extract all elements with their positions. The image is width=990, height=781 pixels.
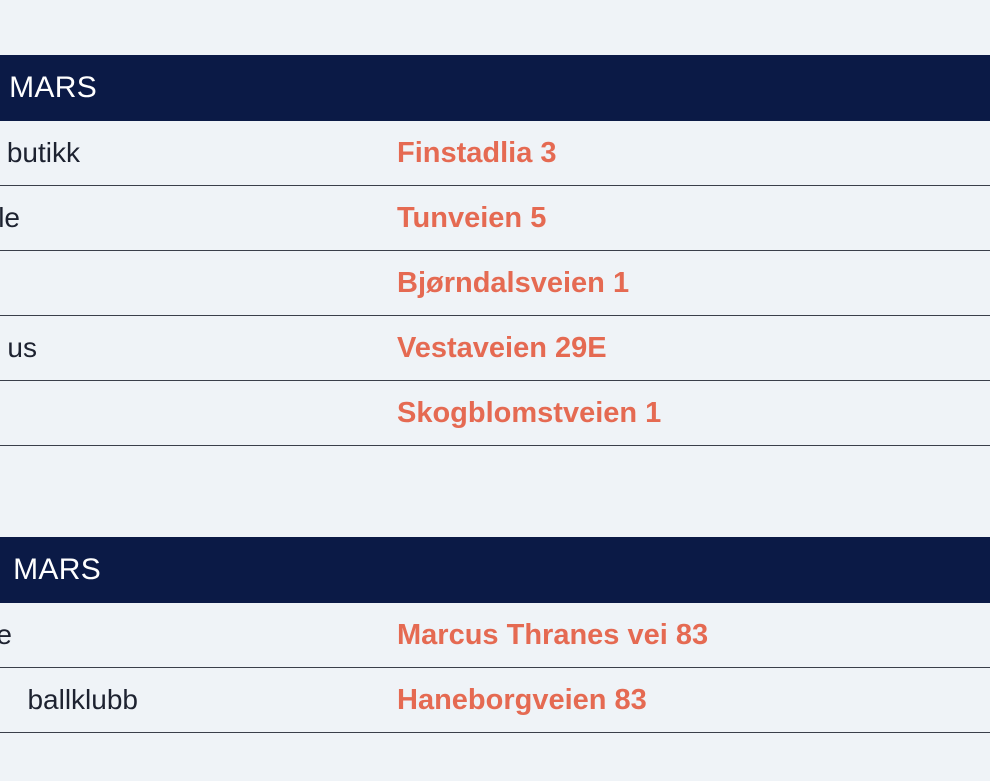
table-row: e Marcus Thranes vei 83 [0,603,990,668]
location-name: butikk [6,137,80,168]
table-row: us Vestaveien 29E [0,316,990,381]
table-row: butikk Finstadlia 3 [0,121,990,186]
section-date-title: MARS [13,553,101,586]
location-name: le [0,202,20,233]
address-link[interactable]: Bjørndalsveien 1 [397,267,630,299]
table-row: Bjørndalsveien 1 [0,251,990,316]
address-link[interactable]: Finstadlia 3 [397,137,557,169]
table-row: Skogblomstveien 1 [0,381,990,446]
location-name: e [0,603,12,667]
location-name: us [7,332,37,363]
section-header: MARS [0,55,990,121]
table-row: ballklubb Haneborgveien 83 [0,668,990,733]
address-link[interactable]: Marcus Thranes vei 83 [397,619,709,651]
date-section-2: MARS e Marcus Thranes vei 83 ballklubb H… [0,537,990,733]
address-link[interactable]: Vestaveien 29E [397,332,607,364]
date-section-1: MARS butikk Finstadlia 3 le Tunveien 5 B… [0,55,990,446]
address-link[interactable]: Haneborgveien 83 [397,684,647,716]
section-header: MARS [0,537,990,603]
table-row: le Tunveien 5 [0,186,990,251]
address-link[interactable]: Skogblomstveien 1 [397,397,662,429]
section-date-title: MARS [9,71,97,104]
location-name: ballklubb [27,684,138,715]
address-link[interactable]: Tunveien 5 [397,202,547,234]
